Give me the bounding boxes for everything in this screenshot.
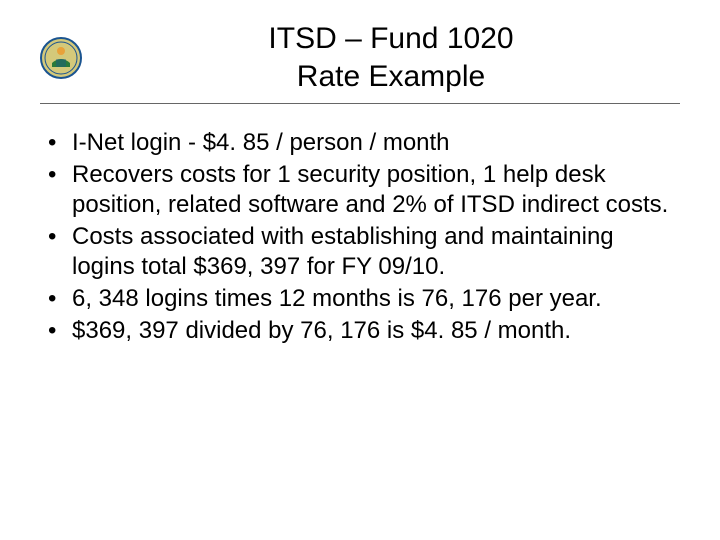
list-item: $369, 397 divided by 76, 176 is $4. 85 /… bbox=[48, 316, 680, 346]
title-line-2: Rate Example bbox=[102, 58, 680, 96]
list-item: Recovers costs for 1 security position, … bbox=[48, 160, 680, 220]
county-seal-logo bbox=[40, 37, 82, 79]
title-line-1: ITSD – Fund 1020 bbox=[102, 20, 680, 58]
list-item: Costs associated with establishing and m… bbox=[48, 222, 680, 282]
seal-icon bbox=[40, 37, 82, 79]
slide-header: ITSD – Fund 1020 Rate Example bbox=[40, 20, 680, 104]
title-block: ITSD – Fund 1020 Rate Example bbox=[102, 20, 680, 95]
list-item: I-Net login - $4. 85 / person / month bbox=[48, 128, 680, 158]
bullet-list: I-Net login - $4. 85 / person / month Re… bbox=[40, 128, 680, 346]
list-item: 6, 348 logins times 12 months is 76, 176… bbox=[48, 284, 680, 314]
